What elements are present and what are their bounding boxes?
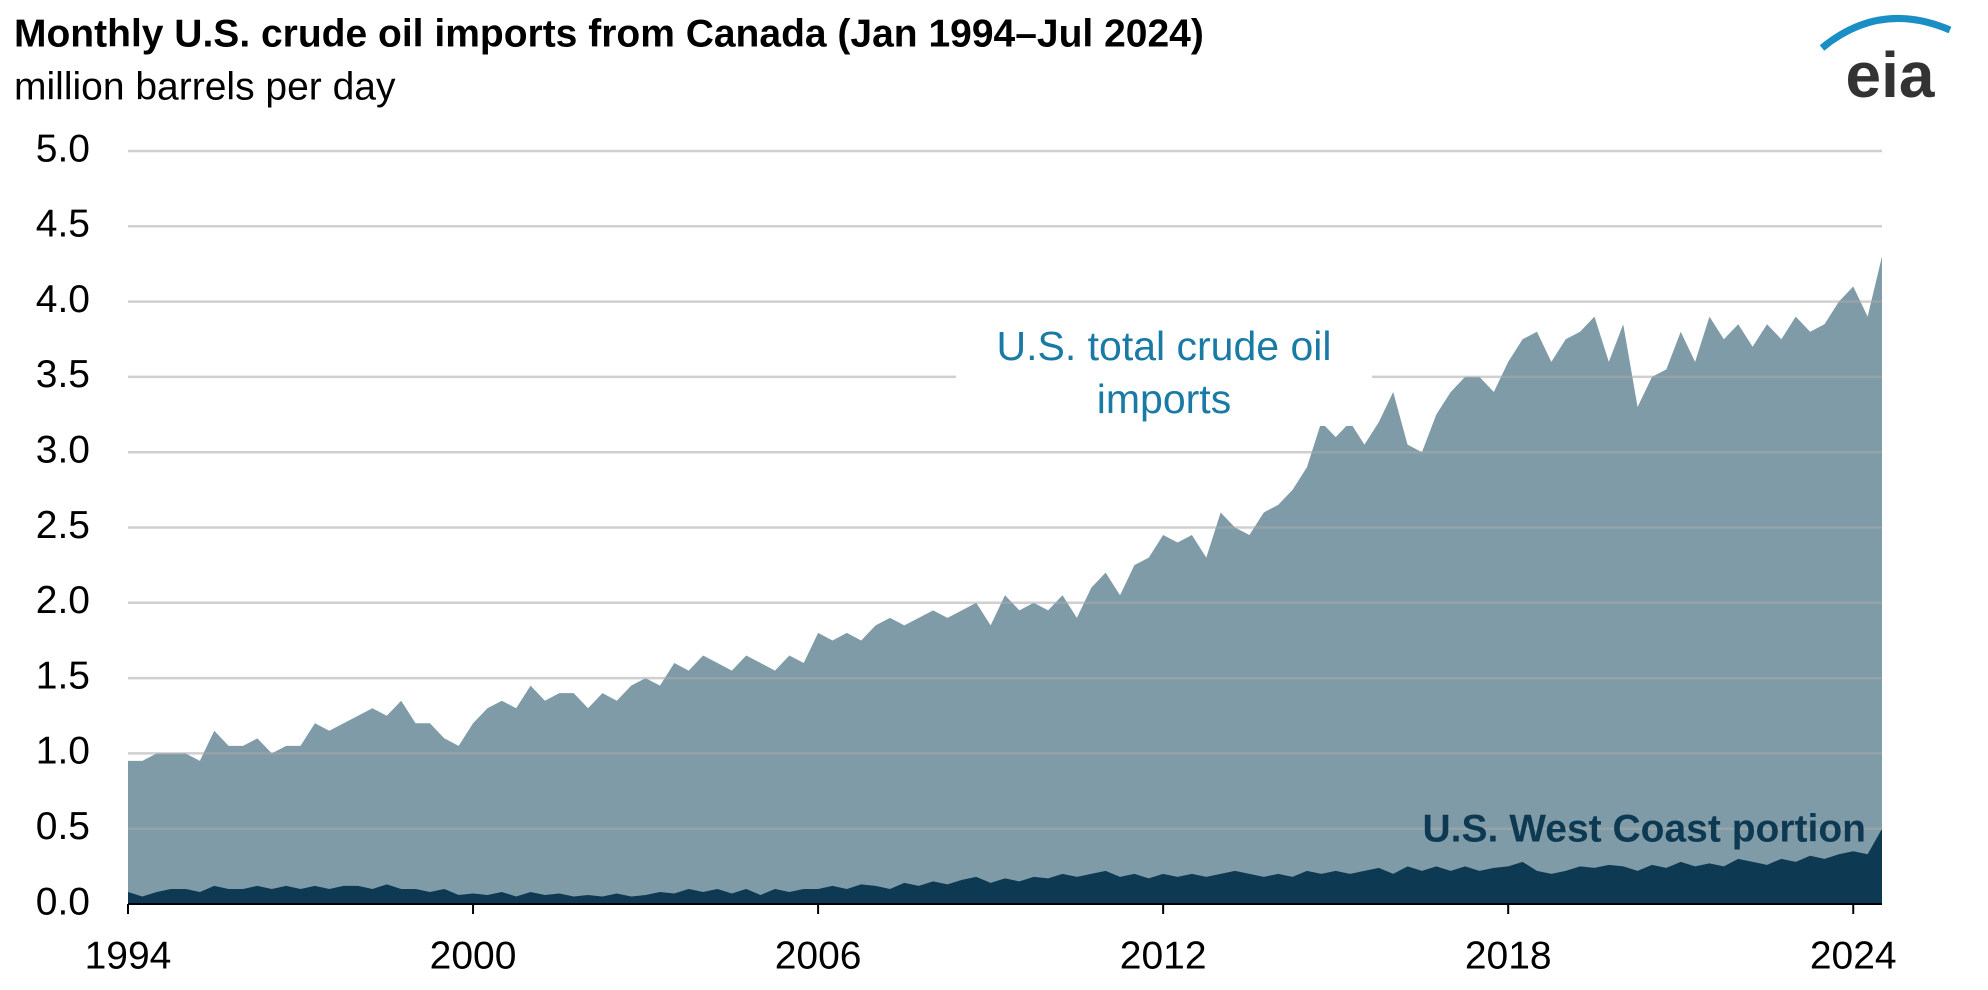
y-tick-label: 2.0 <box>36 579 90 622</box>
area <box>128 828 1882 904</box>
x-tick-label: 2024 <box>1810 934 1897 977</box>
y-tick-label: 0.5 <box>36 805 90 848</box>
area <box>128 256 1882 904</box>
west-coast-annotation: U.S. West Coast portion <box>1423 807 1866 850</box>
total-annotation: U.S. total crude oil imports <box>956 320 1372 426</box>
y-tick-label: 4.0 <box>36 278 90 321</box>
x-tick-label: 2012 <box>1120 934 1207 977</box>
y-tick-label: 2.5 <box>36 504 90 547</box>
y-tick-label: 1.5 <box>36 654 90 697</box>
logo: eia <box>1846 39 1935 111</box>
y-tick-label: 0.0 <box>36 880 90 923</box>
y-tick-label: 1.0 <box>36 730 90 773</box>
y-tick-label: 5.0 <box>36 127 90 170</box>
chart-subtitle: million barrels per day <box>14 65 396 108</box>
x-tick-label: 1994 <box>85 934 172 977</box>
y-tick-label: 4.5 <box>36 203 90 246</box>
logo-swoosh <box>1819 14 1952 51</box>
plot: 0.0 0.5 1.0 1.5 2.0 2.5 3.0 3.5 4.0 4.5 5.0 1994 200… <box>36 127 1897 977</box>
y-tick-label: 3.5 <box>36 353 90 396</box>
x-tick-label: 2018 <box>1465 934 1552 977</box>
x-tick-label: 2006 <box>775 934 862 977</box>
x-tick-label: 2000 <box>430 934 517 977</box>
chart-title: Monthly U.S. crude oil imports from Cana… <box>14 12 1204 55</box>
y-tick-label: 3.0 <box>36 428 90 471</box>
